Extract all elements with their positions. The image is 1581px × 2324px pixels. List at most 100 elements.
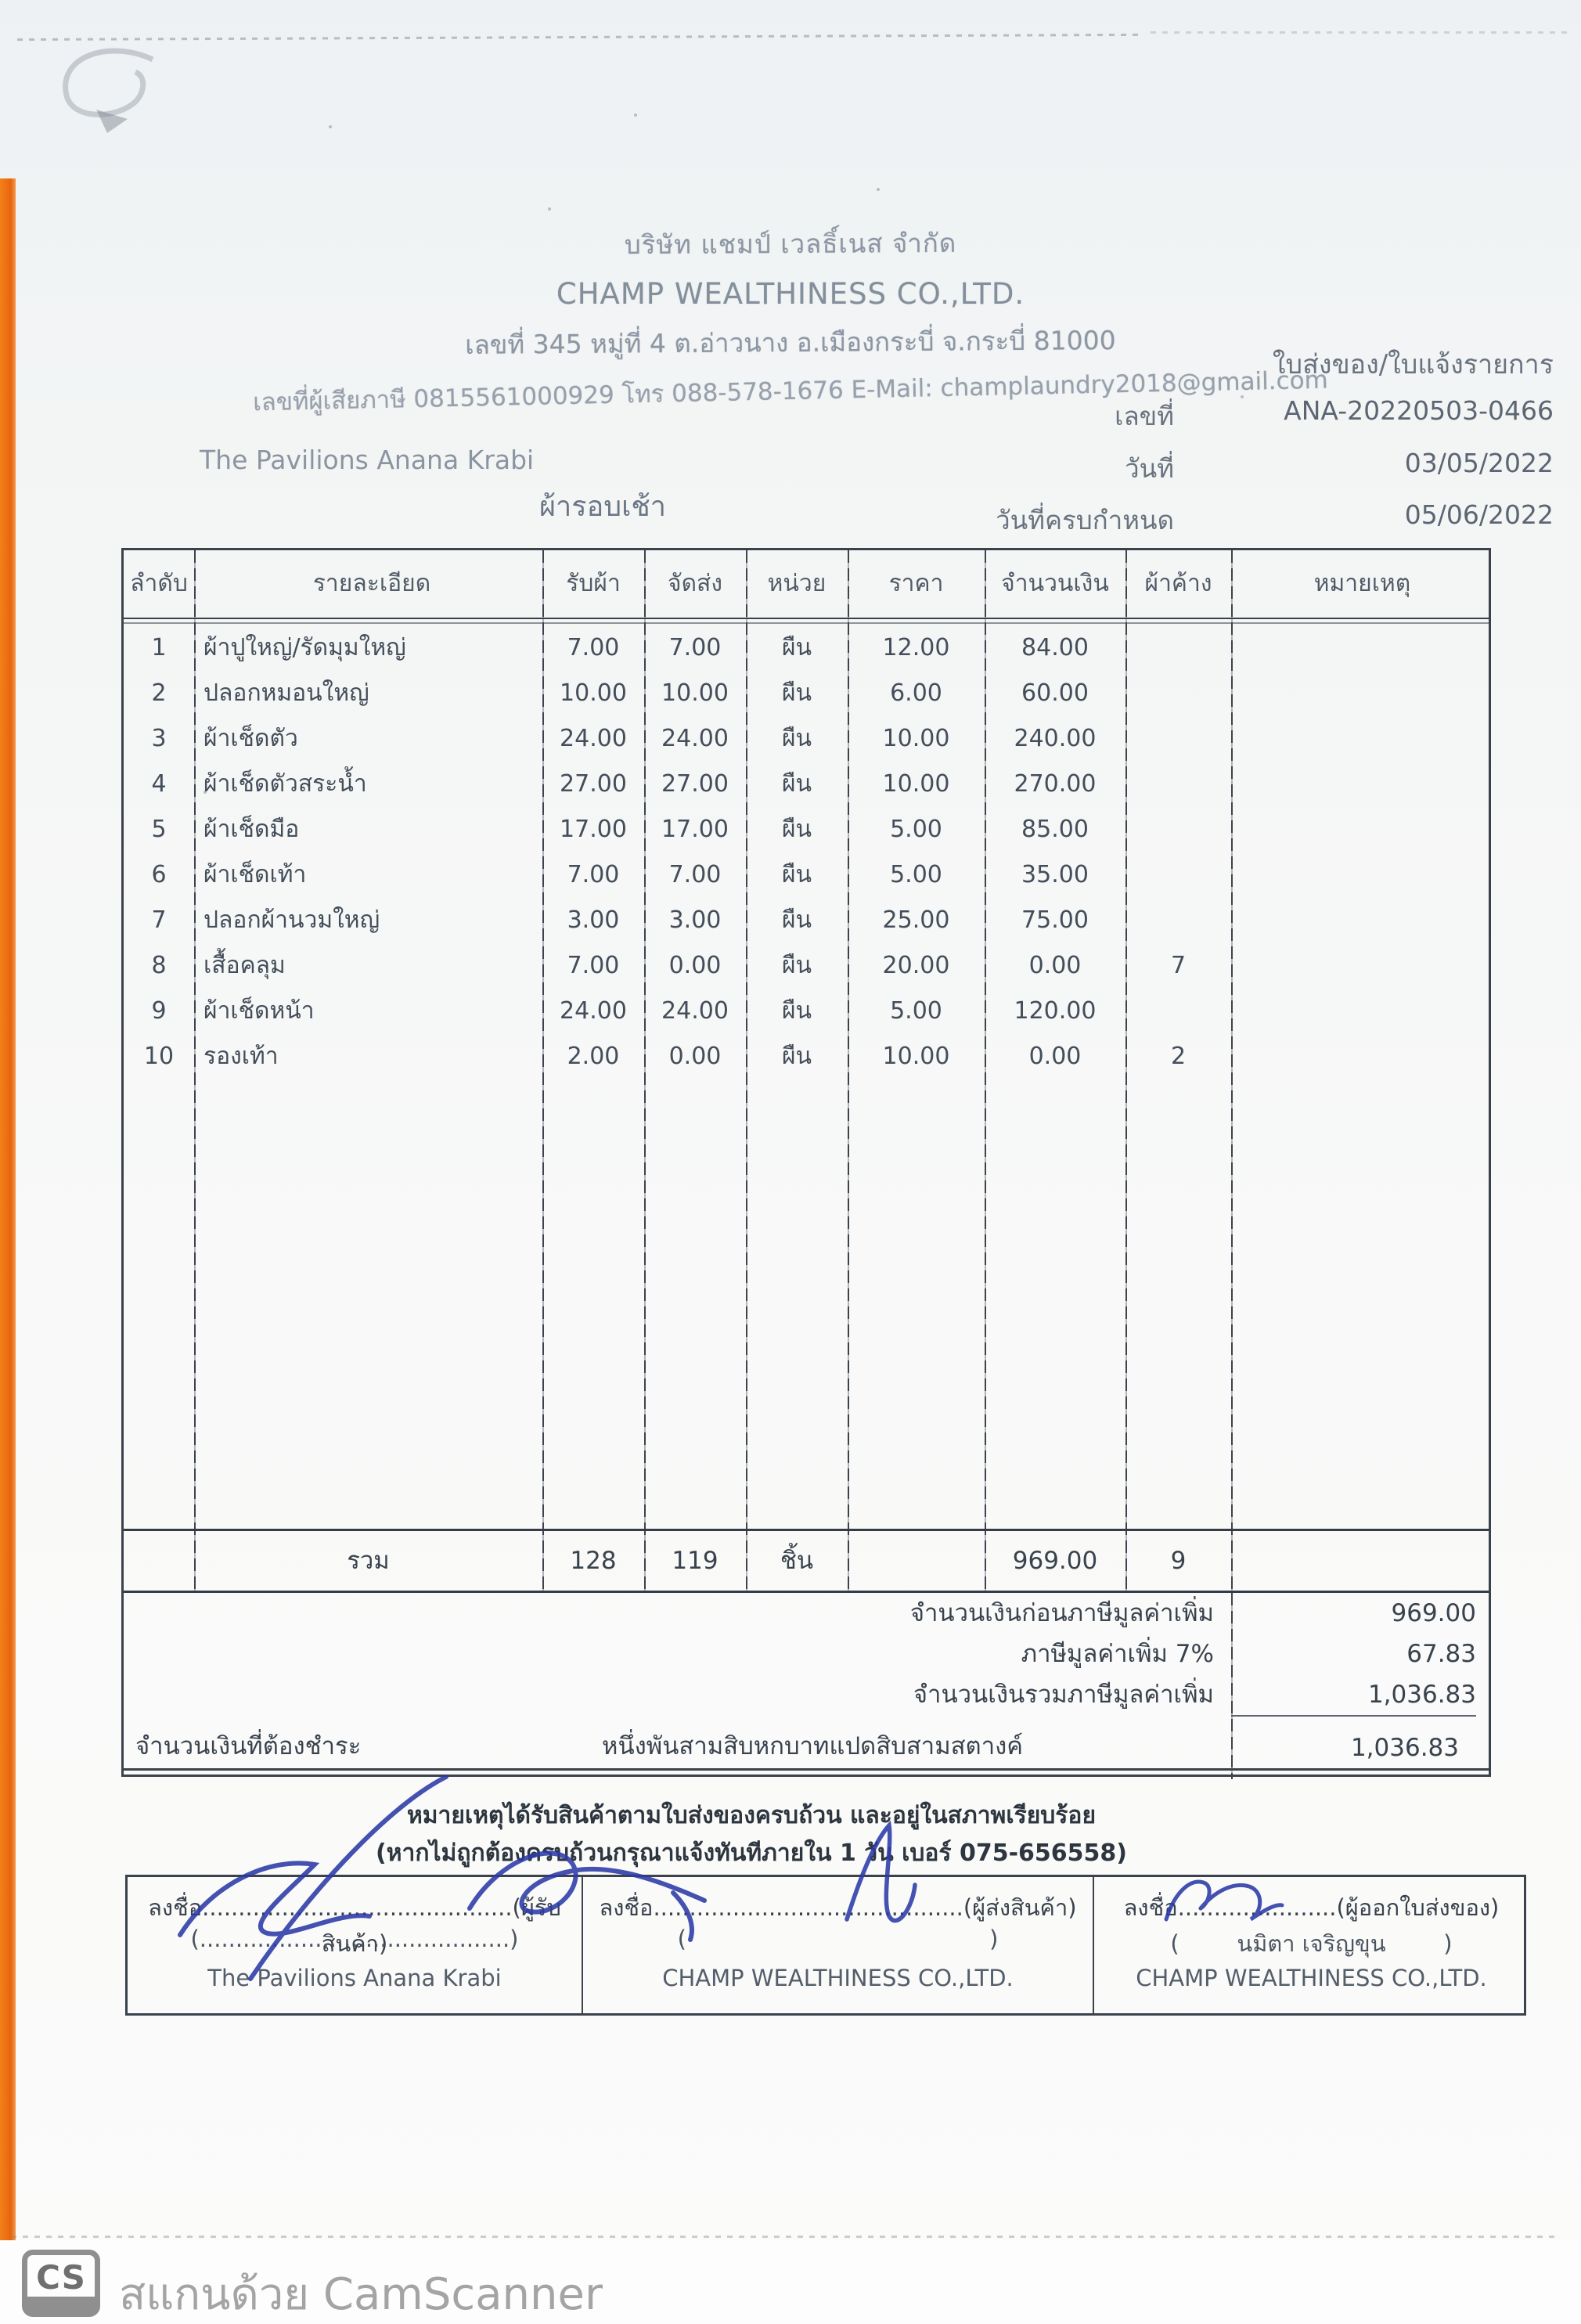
cell-no: 6 xyxy=(151,861,167,888)
cell-delivered: 24.00 xyxy=(661,997,729,1025)
summary-divider-line xyxy=(1231,1593,1233,1779)
cell-no: 9 xyxy=(151,997,167,1025)
scan-edge-line-bottom xyxy=(11,2236,1557,2238)
cell-delivered: 24.00 xyxy=(661,725,729,752)
cell-delivered: 0.00 xyxy=(668,952,722,979)
dust-speck xyxy=(634,113,637,117)
table-header-row: ลำดับ รายละเอียด รับผ้า จัดส่ง หน่วย ราค… xyxy=(124,550,1489,619)
cell-desc: ปลอกหมอนใหญ่ xyxy=(203,679,369,707)
pre-vat-value: 969.00 xyxy=(1391,1599,1476,1627)
amount-due-value: 1,036.83 xyxy=(1231,1715,1476,1778)
cell-amount: 0.00 xyxy=(1028,952,1082,979)
table-row: 5 ผ้าเช็ดมือ 17.00 17.00 ผืน 5.00 85.00 xyxy=(124,807,1489,852)
note-line-1: หมายเหตุได้รับสินค้าตามใบส่งของครบถ้วน แ… xyxy=(406,1802,1097,1829)
column-line xyxy=(848,550,849,1593)
totals-pending: 9 xyxy=(1170,1547,1187,1575)
cell-unit: ผืน xyxy=(781,1043,812,1070)
table-row: 10 รองเท้า 2.00 0.00 ผืน 10.00 0.00 2 xyxy=(124,1034,1489,1079)
cell-no: 2 xyxy=(151,679,167,707)
cell-unit: ผืน xyxy=(781,906,812,934)
bottom-double-line xyxy=(124,1768,1489,1771)
col-header-delivered: จัดส่ง xyxy=(667,570,723,597)
cell-amount: 85.00 xyxy=(1021,816,1089,843)
sender-name-line: ( ) xyxy=(677,1926,999,1952)
grand-total-label: จำนวนเงินรวมภาษีมูลค่าเพิ่ม xyxy=(913,1681,1214,1709)
table-row: 2 ปลอกหมอนใหญ่ 10.00 10.00 ผืน 6.00 60.0… xyxy=(124,671,1489,716)
table-row: 7 ปลอกผ้านวมใหญ่ 3.00 3.00 ผืน 25.00 75.… xyxy=(124,898,1489,943)
cell-unit: ผืน xyxy=(781,770,812,798)
receiver-signature-ink xyxy=(178,1775,707,1981)
pencil-smudge xyxy=(63,48,154,133)
cell-received: 3.00 xyxy=(567,906,620,934)
cell-price: 6.00 xyxy=(890,679,942,707)
cell-no: 4 xyxy=(151,770,167,798)
table-row: 3 ผ้าเช็ดตัว 24.00 24.00 ผืน 10.00 240.0… xyxy=(124,716,1489,762)
note-line-2: (หากไม่ถูกต้องครบถ้วนกรุณาแจ้งทันทีภายใน… xyxy=(376,1839,1127,1867)
totals-unit: ชิ้น xyxy=(780,1547,814,1575)
cell-amount: 270.00 xyxy=(1014,770,1097,798)
table-row: 4 ผ้าเช็ดตัวสระน้ำ 27.00 27.00 ผืน 10.00… xyxy=(124,762,1489,807)
issuer-org: CHAMP WEALTHINESS CO.,LTD. xyxy=(1136,1965,1487,1991)
cell-received: 7.00 xyxy=(567,861,620,888)
cell-unit: ผืน xyxy=(781,634,812,661)
column-line xyxy=(1125,550,1127,1593)
vat-value: 67.83 xyxy=(1406,1640,1476,1668)
cell-desc: ปลอกผ้านวมใหญ่ xyxy=(203,906,380,934)
receiver-sign-line: ลงชื่อ..................................… xyxy=(148,1894,561,1957)
doc-duedate-value: 05/06/2022 xyxy=(1404,499,1554,530)
cell-delivered: 3.00 xyxy=(668,906,722,934)
cell-price: 10.00 xyxy=(882,770,950,798)
cell-unit: ผืน xyxy=(781,725,812,752)
amount-due-row: จำนวนเงินที่ต้องชำระ หนึ่งพันสามสิบหกบาท… xyxy=(124,1715,1489,1778)
company-name-english: CHAMP WEALTHINESS CO.,LTD. xyxy=(556,277,1025,311)
cell-pending: 7 xyxy=(1170,952,1187,979)
page-edge-orange-strip xyxy=(0,178,16,2240)
issuer-signature-ink xyxy=(1164,1879,1284,1922)
table-row: 8 เสื้อคลุม 7.00 0.00 ผืน 20.00 0.00 7 xyxy=(124,943,1489,989)
cell-amount: 120.00 xyxy=(1014,997,1097,1025)
cell-price: 25.00 xyxy=(882,906,950,934)
totals-amount: 969.00 xyxy=(1012,1547,1098,1575)
cell-price: 5.00 xyxy=(890,816,942,843)
cell-amount: 240.00 xyxy=(1014,725,1097,752)
cell-desc: ผ้าปูใหญ่/รัดมุมใหญ่ xyxy=(203,634,406,661)
summary-labels: จำนวนเงินก่อนภาษีมูลค่าเพิ่ม ภาษีมูลค่าเ… xyxy=(124,1593,1214,1715)
customer-name: The Pavilions Anana Krabi xyxy=(200,445,535,475)
sender-signature-ink xyxy=(845,1820,917,1923)
col-header-remark: หมายเหตุ xyxy=(1313,570,1411,597)
totals-received: 128 xyxy=(570,1547,617,1575)
cell-price: 20.00 xyxy=(882,952,950,979)
cell-received: 7.00 xyxy=(567,634,620,661)
cell-desc: ผ้าเช็ดหน้า xyxy=(203,997,315,1025)
issuer-name-line: ( นมิตา เจริญขุน ) xyxy=(1170,1930,1453,1957)
camscanner-logo-icon: CS xyxy=(22,2250,100,2317)
cell-amount: 75.00 xyxy=(1021,906,1089,934)
column-line xyxy=(542,550,544,1593)
column-line xyxy=(746,550,747,1593)
column-line xyxy=(644,550,646,1593)
col-header-price: ราคา xyxy=(888,570,944,597)
signature-box-issuer: ลงชื่อ......................(ผู้ออกใบส่ง… xyxy=(1094,1877,1529,2013)
dust-speck xyxy=(1241,395,1244,398)
cell-delivered: 17.00 xyxy=(661,816,729,843)
cell-delivered: 7.00 xyxy=(668,861,722,888)
doc-no-label: เลขที่ xyxy=(1115,401,1174,431)
cell-no: 3 xyxy=(151,725,167,752)
dust-speck xyxy=(548,207,551,211)
cell-received: 7.00 xyxy=(567,952,620,979)
col-header-received: รับผ้า xyxy=(566,570,621,597)
cell-received: 17.00 xyxy=(560,816,627,843)
cell-received: 10.00 xyxy=(560,679,627,707)
cell-amount: 60.00 xyxy=(1021,679,1089,707)
dust-speck xyxy=(329,125,332,128)
cell-delivered: 0.00 xyxy=(668,1043,722,1070)
scan-edge-line-top-right xyxy=(1151,31,1573,34)
cell-desc: ผ้าเช็ดมือ xyxy=(203,816,300,843)
dust-speck xyxy=(203,791,207,794)
grand-total-value: 1,036.83 xyxy=(1367,1681,1476,1709)
column-line xyxy=(985,550,986,1593)
doc-no-value: ANA-20220503-0466 xyxy=(1284,395,1554,426)
header-double-line xyxy=(124,622,1489,624)
camscanner-watermark-text: สแกนด้วย CamScanner xyxy=(119,2269,603,2320)
